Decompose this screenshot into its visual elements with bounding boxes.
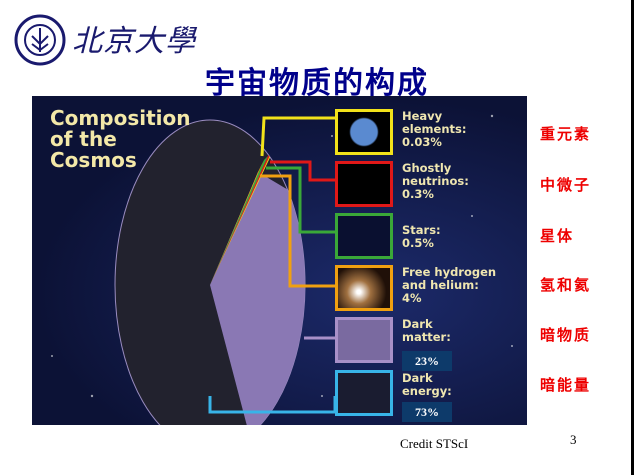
connector-heavy xyxy=(260,116,335,157)
connector-neutrinos xyxy=(270,160,335,182)
connector-stars xyxy=(266,166,335,234)
dark-energy-percent: 73% xyxy=(402,402,452,422)
label-heavy-elements: Heavy elements: 0.03% xyxy=(402,109,467,149)
university-seal-icon xyxy=(14,14,66,66)
cn-label-heavy-elements: 重元素 xyxy=(540,125,592,143)
pie-chart xyxy=(51,114,513,425)
label-stars: Stars: 0.5% xyxy=(402,223,441,250)
label-neutrinos: Ghostly neutrinos: 0.3% xyxy=(402,161,469,201)
stars-image xyxy=(335,213,393,259)
university-logo-text: 北京大學 xyxy=(72,24,196,59)
figure-title-line: Cosmos xyxy=(50,148,137,172)
label-hydrogen-helium: Free hydrogen and helium: 4% xyxy=(402,265,497,305)
slide-title: 宇宙物质的构成 xyxy=(205,66,429,101)
label-dark-matter: Dark matter: xyxy=(402,317,451,344)
cn-label-neutrinos: 中微子 xyxy=(540,176,592,194)
dark-matter-image xyxy=(335,317,393,363)
connector-hydrogen xyxy=(260,174,335,288)
dark-matter-percent: 23% xyxy=(402,351,452,371)
cn-label-stars: 星体 xyxy=(540,227,575,245)
pie-slice-heavy-elements xyxy=(210,149,274,285)
figure-title-line: of the xyxy=(50,127,117,151)
earth-image xyxy=(335,109,393,155)
label-dark-energy: Dark energy: xyxy=(402,371,452,398)
cn-label-hydrogen-helium: 氢和氦 xyxy=(540,276,592,294)
nebula-image xyxy=(335,265,393,311)
cn-label-dark-energy: 暗能量 xyxy=(540,376,592,394)
cosmos-composition-figure: Composition of the Cosmos Heavy elements:… xyxy=(32,96,527,425)
dark-energy-image xyxy=(335,370,393,416)
neutrinos-image xyxy=(335,161,393,207)
image-credit: Credit STScI xyxy=(400,436,469,451)
window-border xyxy=(631,0,634,475)
figure-title-line: Composition xyxy=(50,106,191,130)
figure-title: Composition of the Cosmos xyxy=(50,108,190,171)
page-number: 3 xyxy=(570,432,577,447)
cn-label-dark-matter: 暗物质 xyxy=(540,326,592,344)
